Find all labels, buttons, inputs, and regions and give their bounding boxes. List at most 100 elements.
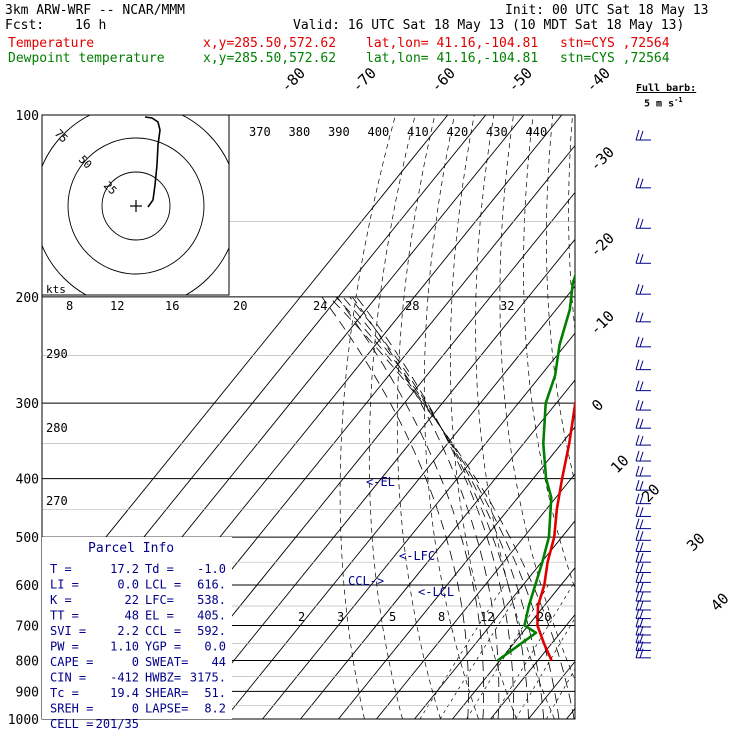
isotherm-line (490, 613, 575, 719)
dry-adiabat-line (631, 115, 740, 719)
temperature-legend: Temperature (8, 36, 95, 51)
wind-barb-flag (635, 541, 640, 552)
parcel-info-cell: CAPE = (50, 655, 93, 669)
parcel-info-cell: SWEAT= (145, 655, 188, 669)
dry-adiabat-line (339, 115, 396, 719)
valid-time: Valid: 16 UTC Sat 18 May 13 (10 MDT Sat … (293, 18, 685, 33)
pressure-tick-label: 800 (16, 654, 39, 669)
isotherm-label: 0 (588, 396, 607, 415)
theta-label: 270 (46, 494, 68, 508)
parcel-info-cell: 17.2 (110, 562, 139, 576)
wind-barb-flag (635, 418, 640, 429)
wind-barb-flag (639, 481, 644, 491)
wind-barb-flag (635, 590, 640, 602)
wind-barb-flag (639, 648, 644, 658)
chart-series (496, 272, 575, 662)
hodograph (41, 114, 230, 296)
dry-adiabat-label: 420 (447, 125, 469, 139)
lfc-label: <-LFC (399, 549, 435, 563)
wind-barb-flag (639, 419, 644, 429)
mixing-ratio-label: 3 (337, 610, 344, 624)
mixing-ratio-label: 28 (405, 299, 419, 313)
wind-barb-flag (639, 531, 644, 541)
temperature-xy: x,y=285.50,572.62 (203, 36, 337, 51)
wind-barb-flag (639, 360, 644, 370)
wind-barb-flag (635, 647, 640, 658)
parcel-info-cell: K = (50, 593, 72, 607)
parcel-info-cell: 2.2 (117, 624, 139, 638)
dry-adiabat-label: 370 (249, 125, 271, 139)
hodograph-ring (101, 171, 171, 241)
mixing-ratio-label: 16 (165, 299, 179, 313)
wind-barb-flag (639, 641, 644, 651)
wind-barb-flag (635, 253, 640, 264)
wind-barb-flag (635, 311, 640, 322)
parcel-info-cell: SREH = (50, 702, 93, 716)
ccl-label: CCL-> (348, 574, 384, 588)
wind-barb-flag (639, 400, 644, 411)
parcel-info-cell: 592. (197, 624, 226, 638)
wind-barb-flag (635, 493, 640, 504)
wind-barb-flag (635, 380, 640, 391)
hodograph-rings (42, 115, 229, 295)
moist-adiabat-line (356, 296, 514, 719)
forecast-hour: 16 h (75, 18, 107, 33)
mixing-ratio-label: 5 (389, 610, 396, 624)
wind-barb-flag (635, 616, 640, 628)
parcel-info-cell: YGP = (145, 640, 181, 654)
dewpoint-legend: Dewpoint temperature (8, 51, 165, 66)
wind-barb-flag (639, 130, 644, 141)
mixing-ratio-label: 2 (298, 610, 305, 624)
dry-adiabat-label: 390 (328, 125, 350, 139)
dry-adiabat-label: 440 (526, 125, 548, 139)
init-time: Init: 00 UTC Sat 18 May 13 (505, 3, 709, 18)
parcel-info-cell: 0 (132, 702, 139, 716)
pressure-tick-label: 400 (16, 473, 39, 488)
wind-barb-flag (639, 219, 644, 229)
wind-barb-flag (639, 600, 644, 611)
dry-adiabat-line (651, 115, 740, 719)
moist-adiabat-line (336, 296, 485, 719)
mixing-ratio-label: 20 (233, 299, 247, 313)
mixing-ratio-label: 24 (313, 299, 327, 313)
mixing-ratio-line (439, 584, 524, 719)
model-title: 3km ARW-WRF -- NCAR/MMM (5, 3, 186, 18)
mixing-ratio-label: 20 (537, 610, 551, 624)
pressure-tick-label: 300 (16, 397, 39, 412)
wind-barb-flag (639, 542, 644, 552)
wind-barb-flag (635, 632, 640, 643)
parcel-info-cell: CCL = (145, 624, 181, 638)
isotherm-label: 40 (707, 589, 733, 615)
parcel-info-cell: Td = (145, 562, 174, 576)
wind-barb-flag (635, 359, 640, 370)
isotherm-line (338, 426, 575, 719)
dry-adiabat-line (368, 115, 416, 719)
wind-barb-flag (635, 177, 640, 188)
parcel-info-cell: 19.4 (110, 686, 139, 700)
wind-barb-flag (635, 624, 640, 636)
dewpoint-station: stn=CYS ,72564 (560, 51, 670, 66)
parcel-info-cell: 405. (197, 609, 226, 623)
pressure-tick-label: 500 (16, 531, 39, 546)
parcel-info-cell: EL = (145, 609, 174, 623)
wind-barb-flag (635, 572, 640, 583)
temperature-station: stn=CYS ,72564 (560, 36, 670, 51)
parcel-info-cell: 51. (204, 686, 226, 700)
wind-barb-flag (639, 573, 644, 583)
dry-adiabat-label: 410 (407, 125, 429, 139)
parcel-info-cell: 616. (197, 578, 226, 592)
wind-barb-flag (635, 336, 640, 347)
wind-barb-flag (639, 633, 644, 643)
dry-adiabat-label: 400 (368, 125, 390, 139)
dry-adiabat-line (671, 115, 740, 719)
wind-barb-flag (635, 129, 640, 141)
barb-legend-units: 5 m s-1 (644, 96, 683, 110)
hodograph-ring (67, 137, 205, 275)
parcel-info-cell: LCL = (145, 578, 181, 592)
parcel-info-cell: 0.0 (204, 640, 226, 654)
parcel-info-cell: 201/35 (96, 717, 139, 731)
isotherm-line (42, 115, 449, 617)
wind-barb-flag (639, 312, 644, 322)
mixing-ratio-label: 8 (438, 610, 445, 624)
